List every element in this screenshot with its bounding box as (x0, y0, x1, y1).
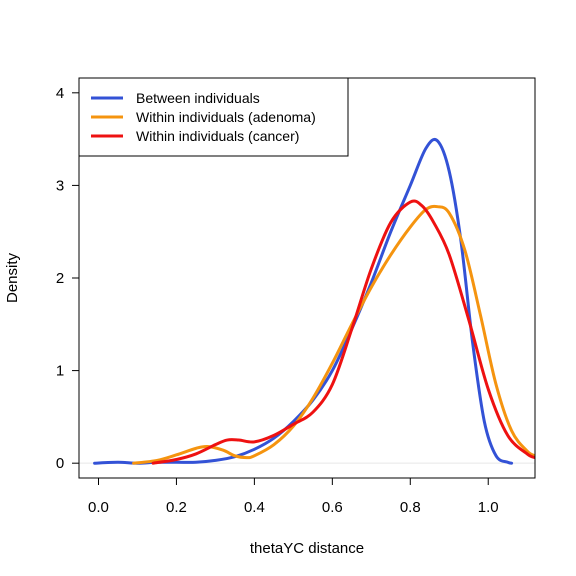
x-tick-label: 0.6 (322, 499, 343, 516)
x-tick-label: 0.2 (166, 499, 187, 516)
legend-label-adenoma: Within individuals (adenoma) (136, 109, 316, 125)
x-tick-label: 1.0 (478, 499, 499, 516)
y-tick-label: 3 (56, 177, 64, 194)
y-tick-label: 4 (56, 85, 64, 102)
legend-label-between: Between individuals (136, 90, 260, 106)
y-axis-title: Density (4, 252, 21, 303)
y-tick-label: 1 (56, 363, 64, 380)
legend-box (78, 77, 349, 157)
legend: Between individuals Within individuals (a… (78, 77, 349, 157)
y-tick-label: 2 (56, 270, 64, 287)
x-tick-label: 0.0 (88, 499, 109, 516)
series-layer (93, 137, 535, 465)
y-tick-label: 0 (56, 455, 64, 472)
series-line-cancer (151, 199, 535, 465)
x-axis: 0.0 0.2 0.4 0.6 0.8 1.0 (88, 477, 499, 516)
legend-label-cancer: Within individuals (cancer) (136, 128, 299, 144)
x-axis-title: thetaYC distance (250, 540, 364, 557)
x-tick-label: 0.8 (400, 499, 421, 516)
x-tick-label: 0.4 (244, 499, 265, 516)
